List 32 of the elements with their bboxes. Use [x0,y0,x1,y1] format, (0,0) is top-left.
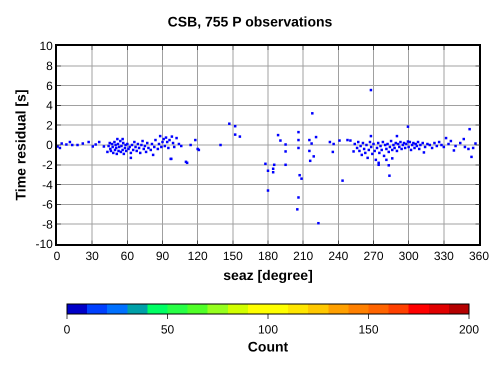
x-tick-label: 30 [85,249,100,264]
y-tick-label: 6 [46,78,54,93]
y-tick-label: 0 [46,138,54,152]
y-axis-title: Time residual [s] [12,89,29,201]
x-tick-label: 60 [120,249,134,264]
y-tick-label: 4 [46,98,54,113]
x-tick-label: 300 [398,249,419,264]
y-tick-label: 8 [46,59,54,73]
x-tick-label: 120 [188,249,208,264]
chart-title: CSB, 755 P observations [168,14,333,30]
y-tick-label: -6 [42,198,54,212]
x-tick-label: 90 [156,249,170,264]
y-tick-label: 2 [46,118,54,132]
x-tick-label: 150 [222,249,244,264]
x-axis-title: seaz [degree] [223,266,313,283]
color-bar-title: Count [248,338,289,354]
color-bar-label: 150 [358,322,379,336]
x-tick-label: 360 [468,249,490,264]
color-bar-label: 0 [64,322,71,336]
y-tick-label: -2 [42,158,54,172]
y-tick-label: -8 [42,217,54,232]
x-tick-label: 240 [328,249,349,264]
color-bar-label: 200 [458,322,480,336]
color-bar-label: 100 [258,322,278,336]
x-tick-label: 330 [434,249,454,264]
x-tick-label: 210 [293,249,314,264]
y-tick-label: -10 [36,237,54,252]
y-tick-label: 10 [39,39,54,54]
color-bar-label: 50 [160,322,174,336]
y-tick-label: -4 [42,178,54,192]
x-tick-label: 180 [258,249,278,264]
x-tick-label: 270 [363,249,384,264]
